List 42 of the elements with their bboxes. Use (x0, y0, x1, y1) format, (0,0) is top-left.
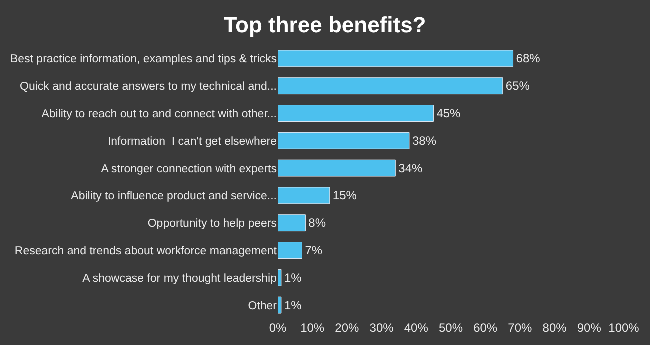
y-tick-label: A showcase for my thought leadership (82, 272, 277, 285)
bar (278, 50, 514, 68)
data-label: 38% (412, 134, 437, 148)
y-tick-label: Research and trends about workforce management (14, 246, 278, 258)
data-label: 7% (305, 244, 323, 258)
x-tick-label: 50% (438, 321, 464, 335)
y-tick-label: Best practice information, examples and tips & tricks (10, 54, 278, 66)
y-tick-label: Opportunity to help peers (148, 218, 278, 230)
data-label: 34% (398, 161, 423, 176)
data-label: 45% (436, 106, 462, 120)
x-tick-label: 40% (404, 321, 429, 335)
chart-title: Top three benefits? (224, 12, 426, 38)
x-tick-label: 80% (542, 321, 568, 335)
bar (278, 78, 504, 95)
x-tick-label: 100% (608, 321, 640, 335)
bar (278, 242, 302, 259)
data-label: 1% (284, 270, 302, 285)
y-tick-label: Ability to reach out to and connect with other... (42, 108, 277, 121)
y-tick-label: Information I can't get elsewhere (108, 136, 277, 148)
x-tick-label: 10% (300, 321, 325, 335)
bar (278, 269, 282, 286)
data-label: 15% (332, 188, 358, 203)
y-tick-label: Ability to influence product and service... (71, 190, 277, 203)
x-tick-label: 0% (269, 321, 287, 335)
x-tick-label: 20% (335, 321, 360, 335)
x-tick-label: 60% (474, 321, 498, 335)
data-label: 1% (284, 298, 302, 312)
bar (278, 160, 396, 177)
y-tick-label: Quick and accurate answers to my technical and... (20, 81, 277, 94)
bar (278, 132, 410, 150)
bar (278, 214, 306, 232)
bar (278, 187, 330, 204)
y-tick-label: Other (248, 300, 278, 312)
data-label: 68% (516, 52, 541, 66)
x-tick-label: 30% (370, 321, 394, 335)
data-label: 65% (506, 79, 530, 94)
x-tick-label: 90% (577, 321, 602, 335)
bar (278, 296, 282, 314)
x-tick-label: 70% (508, 321, 533, 335)
data-label: 8% (308, 216, 326, 230)
y-tick-label: A stronger connection with experts (101, 163, 278, 176)
bar (278, 105, 434, 122)
